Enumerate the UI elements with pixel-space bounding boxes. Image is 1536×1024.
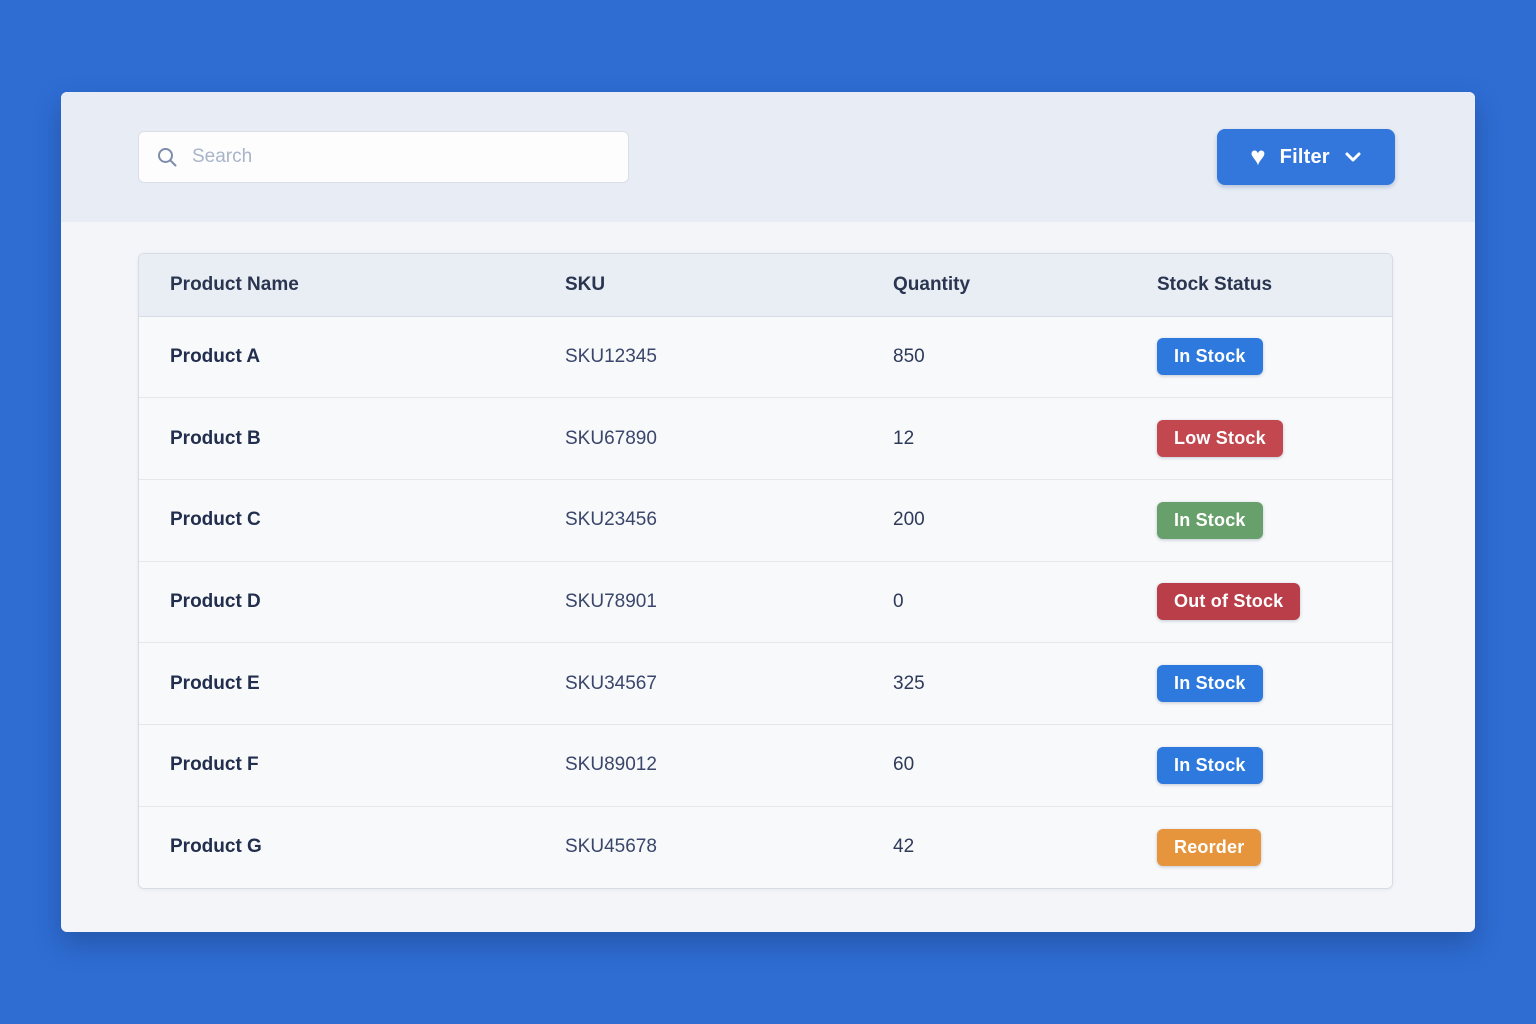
sku-cell: SKU45678 <box>565 806 893 888</box>
search-icon <box>155 145 179 169</box>
heart-icon: ♥ <box>1250 141 1266 171</box>
sku-cell: SKU67890 <box>565 397 893 480</box>
product-name-cell: Product G <box>139 806 565 888</box>
column-header-product-name: Product Name <box>139 254 565 317</box>
search-input[interactable] <box>192 146 612 168</box>
quantity-cell: 12 <box>893 397 1157 480</box>
table-row: Product A SKU12345 850 In Stock <box>139 316 1392 399</box>
status-badge[interactable]: In Stock <box>1157 501 1263 539</box>
column-header-sku: SKU <box>565 254 893 317</box>
status-badge[interactable]: In Stock <box>1157 665 1263 703</box>
table-header-row: Product Name SKU Quantity Stock Status <box>139 254 1392 317</box>
product-name-cell: Product C <box>139 479 565 562</box>
sku-cell: SKU78901 <box>565 561 893 644</box>
filter-button[interactable]: ♥ Filter <box>1217 129 1395 185</box>
chevron-down-icon <box>1344 151 1362 163</box>
sku-cell: SKU34567 <box>565 642 893 725</box>
table-row: Product F SKU89012 60 In Stock <box>139 724 1392 807</box>
quantity-cell: 42 <box>893 806 1157 888</box>
product-name-cell: Product F <box>139 724 565 807</box>
product-name-cell: Product E <box>139 642 565 725</box>
status-badge[interactable]: Reorder <box>1157 828 1262 866</box>
table-row: Product B SKU67890 12 Low Stock <box>139 397 1392 480</box>
product-name-cell: Product B <box>139 397 565 480</box>
search-box[interactable] <box>138 131 629 183</box>
inventory-card: ♥ Filter Product Name SKU Quantity Stock… <box>61 92 1475 932</box>
status-badge[interactable]: Out of Stock <box>1157 583 1301 621</box>
card-header: ♥ Filter <box>61 92 1475 222</box>
product-name-cell: Product A <box>139 316 565 399</box>
quantity-cell: 0 <box>893 561 1157 644</box>
column-header-quantity: Quantity <box>893 254 1157 317</box>
quantity-cell: 60 <box>893 724 1157 807</box>
filter-button-label: Filter <box>1279 145 1330 168</box>
table-row: Product C SKU23456 200 In Stock <box>139 479 1392 562</box>
table-row: Product D SKU78901 0 Out of Stock <box>139 561 1392 644</box>
product-name-cell: Product D <box>139 561 565 644</box>
sku-cell: SKU89012 <box>565 724 893 807</box>
quantity-cell: 850 <box>893 316 1157 399</box>
quantity-cell: 325 <box>893 642 1157 725</box>
card-body: Product Name SKU Quantity Stock Status P… <box>61 222 1475 889</box>
status-badge[interactable]: In Stock <box>1157 338 1263 376</box>
status-badge[interactable]: In Stock <box>1157 746 1263 784</box>
table-row: Product G SKU45678 42 Reorder <box>139 806 1392 888</box>
column-header-stock-status: Stock Status <box>1157 254 1392 317</box>
sku-cell: SKU12345 <box>565 316 893 399</box>
quantity-cell: 200 <box>893 479 1157 562</box>
sku-cell: SKU23456 <box>565 479 893 562</box>
table-row: Product E SKU34567 325 In Stock <box>139 642 1392 725</box>
status-badge[interactable]: Low Stock <box>1157 420 1283 458</box>
inventory-table: Product Name SKU Quantity Stock Status P… <box>138 253 1393 889</box>
